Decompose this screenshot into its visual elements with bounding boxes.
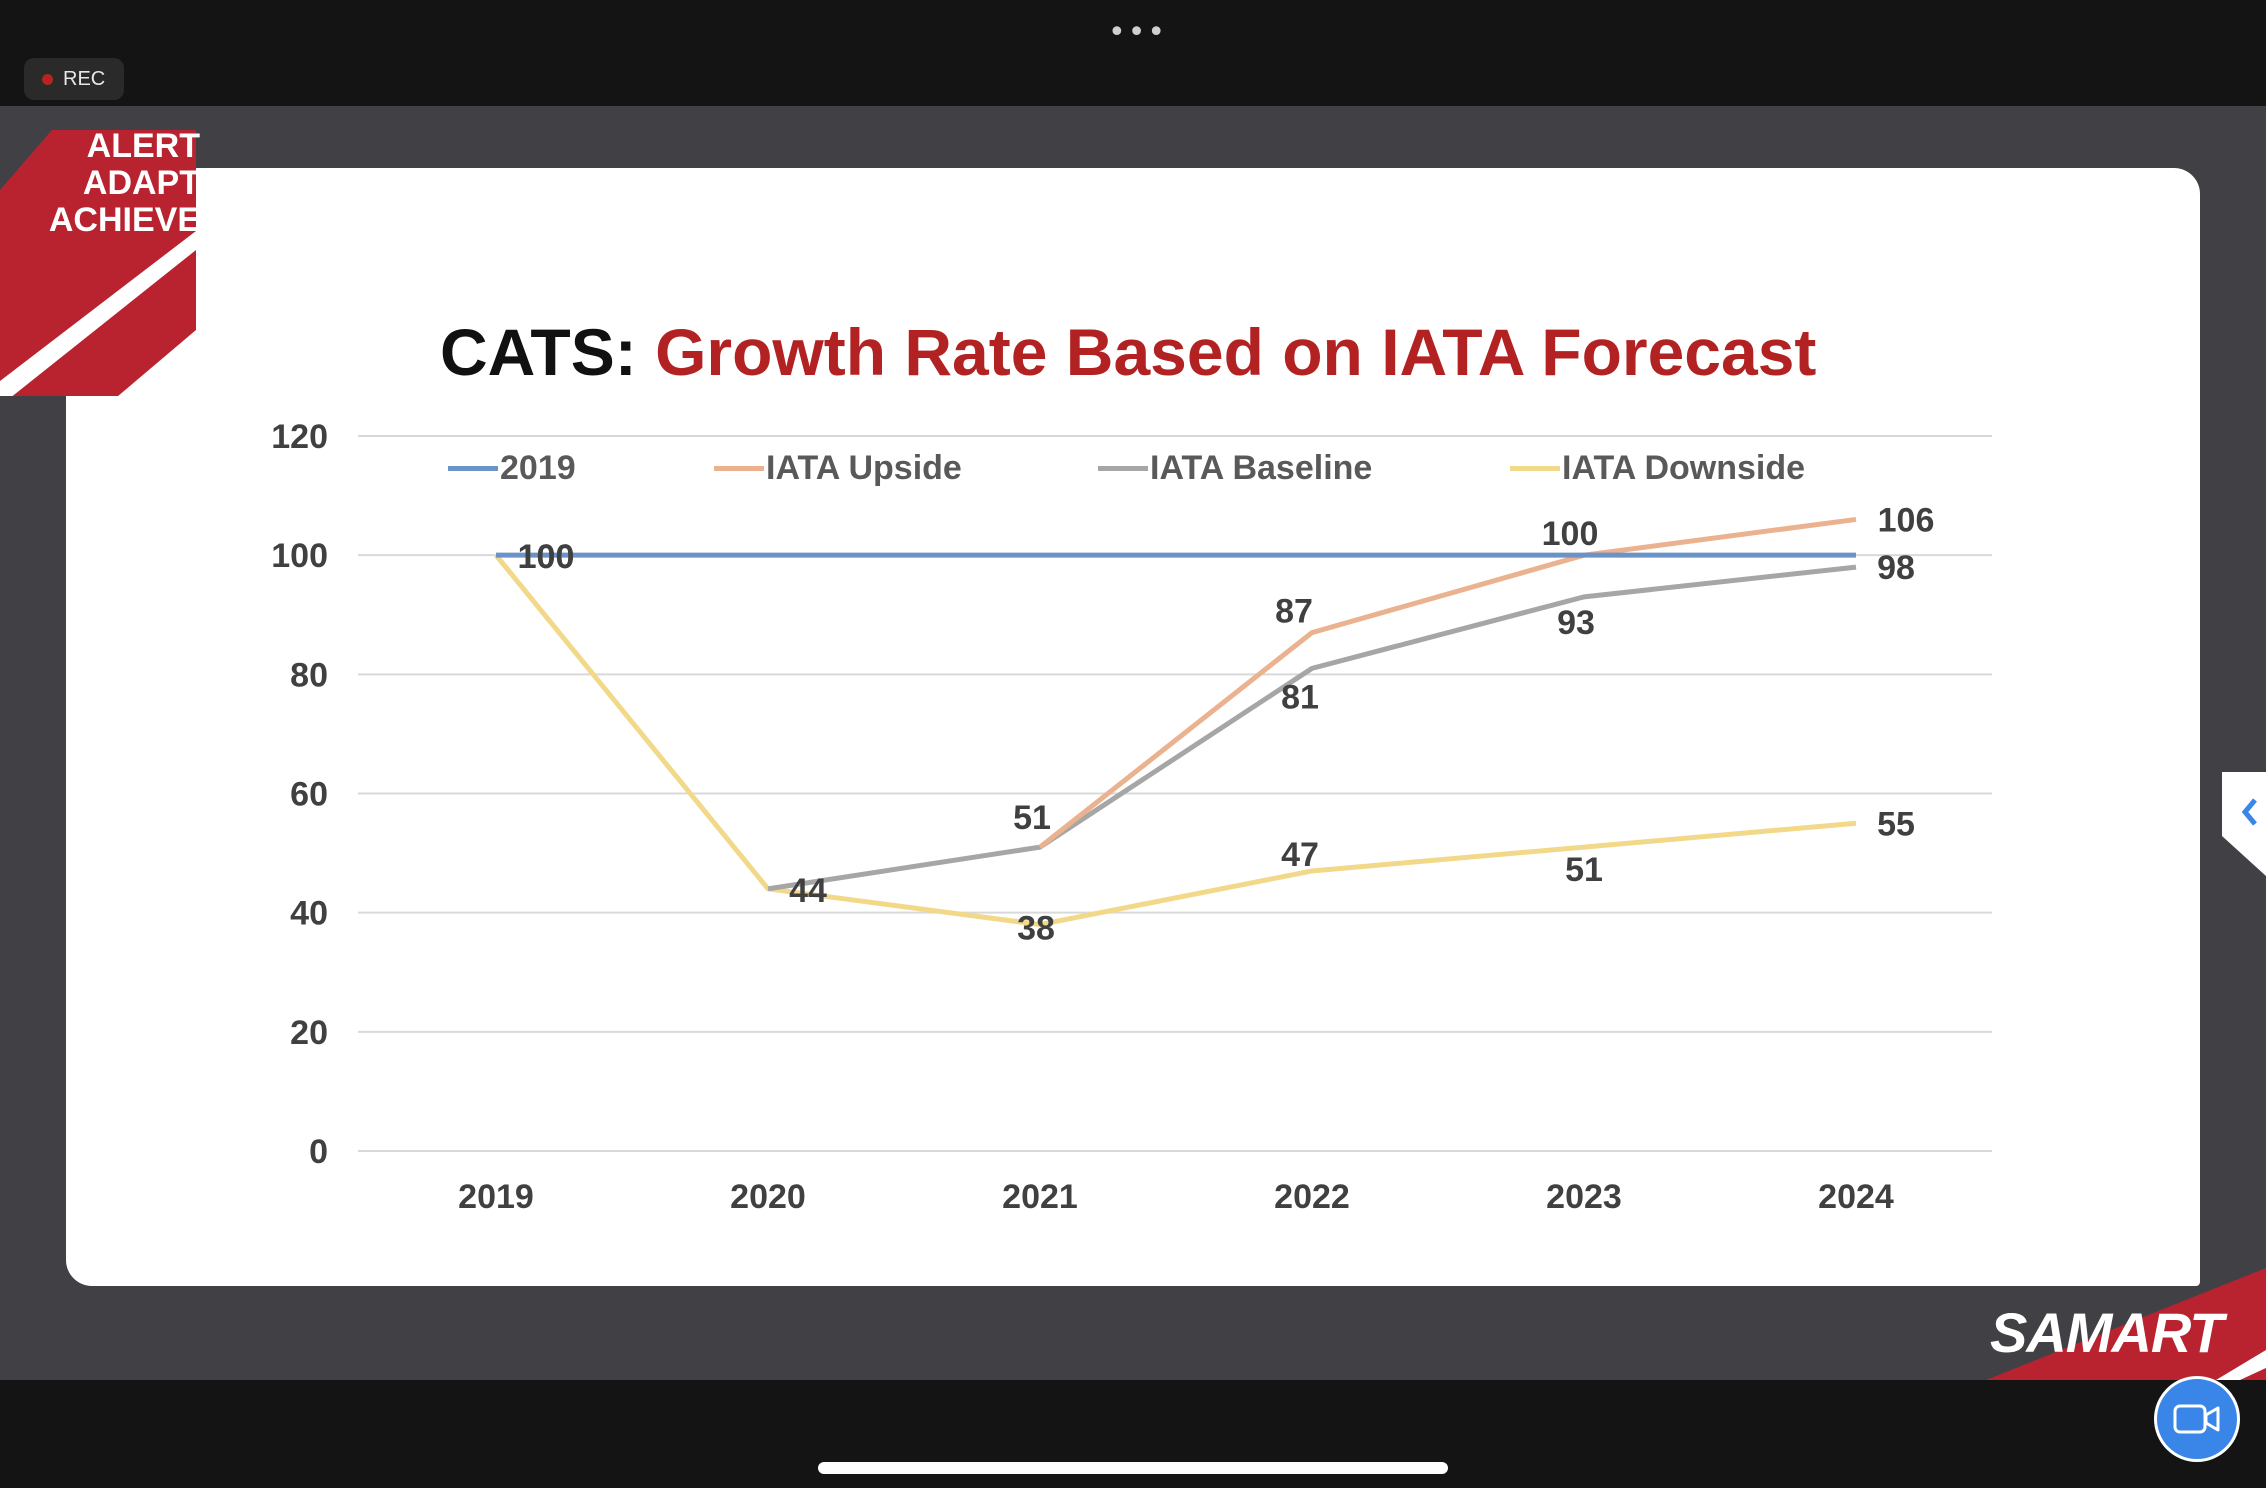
data-label: 87: [1275, 593, 1313, 631]
slogan-line-alert: ALERT: [86, 127, 200, 165]
x-tick-label: 2024: [1818, 1178, 1894, 1216]
home-indicator[interactable]: [818, 1462, 1448, 1474]
bottom-bar: [0, 1380, 2266, 1488]
data-label: 38: [1017, 910, 1055, 948]
recording-indicator: REC: [24, 58, 124, 100]
video-camera-button[interactable]: [2154, 1376, 2240, 1462]
shared-screen: ALERT ADAPT ACHIEVE CATS: Growth Rate Ba…: [0, 106, 2266, 1380]
legend-label: 2019: [500, 448, 576, 487]
series-line-iata-baseline: [767, 564, 1857, 892]
data-label: 106: [1878, 501, 1935, 539]
y-tick-label: 20: [290, 1014, 328, 1052]
record-dot-icon: [42, 73, 53, 85]
side-panel-tab[interactable]: [2222, 772, 2266, 876]
legend-item-iata-baseline: IATA Baseline: [1098, 448, 1372, 488]
x-tick-label: 2022: [1274, 1178, 1350, 1216]
slide-canvas: [66, 168, 2200, 1286]
y-tick-label: 100: [271, 537, 328, 575]
video-camera-icon: [2173, 1404, 2220, 1434]
title-prefix: CATS:: [440, 315, 637, 389]
legend-item-iata-downside: IATA Downside: [1510, 448, 1805, 488]
legend-label: IATA Baseline: [1150, 448, 1373, 487]
slide-title: CATS: Growth Rate Based on IATA Forecast: [440, 314, 1816, 390]
data-label: 93: [1557, 604, 1595, 642]
legend-swatch: [448, 465, 498, 471]
legend-swatch: [1098, 465, 1148, 471]
data-label: 51: [1565, 851, 1603, 889]
title-main: Growth Rate Based on IATA Forecast: [655, 315, 1817, 389]
legend-swatch: [1510, 465, 1560, 471]
more-options-icon[interactable]: •••: [1108, 15, 1168, 50]
x-tick-label: 2020: [730, 1178, 806, 1216]
series-line-iata-downside: [494, 553, 1857, 928]
chevron-left-icon: [2241, 798, 2257, 826]
y-tick-label: 60: [290, 776, 328, 814]
legend-label: IATA Upside: [766, 448, 962, 487]
data-label: 44: [789, 872, 827, 910]
data-label: 55: [1877, 805, 1915, 843]
data-label: 100: [518, 538, 575, 576]
slogan-line-achieve: ACHIEVE: [48, 201, 200, 239]
line-chart: 0 20 40 60 80 100 120 2019 2020 2021 2022 2023 2024 1…: [271, 418, 1992, 1216]
brand-slogan: ALERT ADAPT ACHIEVE: [30, 128, 200, 239]
y-tick-label: 40: [290, 895, 328, 933]
samart-logo: SAMART: [1990, 1301, 2224, 1364]
legend-label: IATA Downside: [1562, 448, 1806, 487]
data-label: 100: [518, 538, 575, 576]
data-label: 51: [1013, 799, 1051, 837]
slogan-line-adapt: ADAPT: [82, 164, 200, 202]
series-line-iata-upside: [1038, 516, 1857, 850]
corner-ribbon: [1986, 1268, 2266, 1380]
data-label: 81: [1281, 678, 1319, 716]
x-tick-label: 2019: [458, 1178, 534, 1216]
rec-label: REC: [63, 67, 106, 90]
legend-item-iata-upside: IATA Upside: [714, 448, 962, 488]
data-label: 47: [1281, 836, 1319, 874]
data-label: 100: [1542, 515, 1599, 553]
top-bar: ••• REC: [0, 0, 2266, 106]
y-tick-label: 0: [309, 1133, 328, 1171]
brand-banner: [0, 130, 196, 396]
y-tick-label: 80: [290, 656, 328, 694]
data-label: 98: [1877, 549, 1915, 587]
legend-swatch: [714, 465, 764, 471]
y-tick-label: 120: [271, 418, 328, 456]
x-tick-label: 2023: [1546, 1178, 1622, 1216]
legend-item-2019: 2019: [448, 448, 576, 488]
x-tick-label: 2021: [1002, 1178, 1078, 1216]
